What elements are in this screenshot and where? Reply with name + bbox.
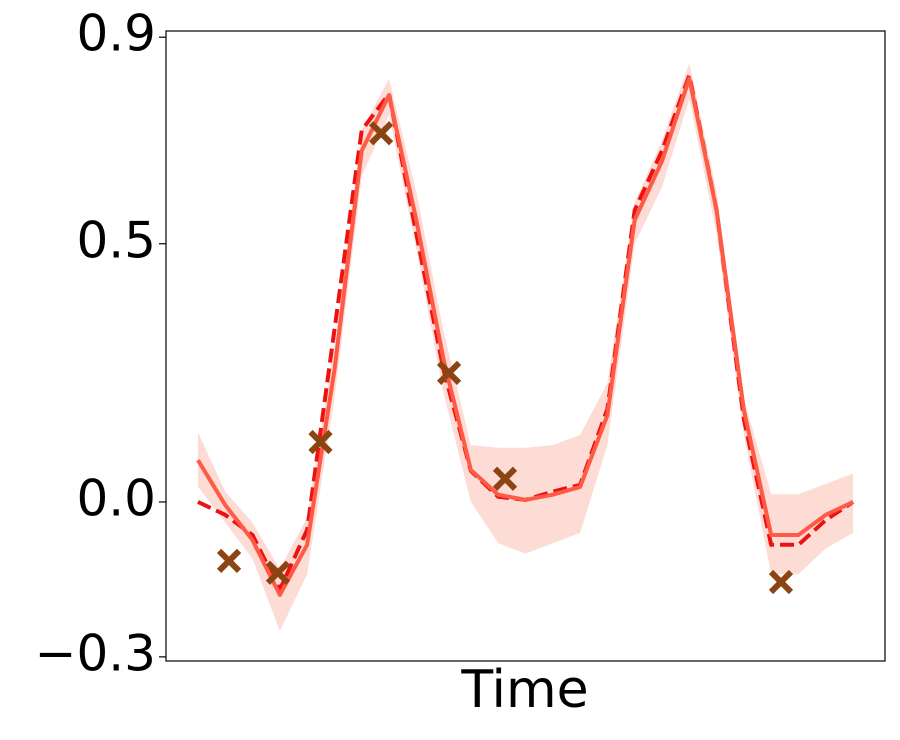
y-tick-label: 0.5 xyxy=(76,211,156,269)
confidence-band xyxy=(197,63,854,632)
observation-marker xyxy=(768,569,794,595)
observation-marker xyxy=(265,560,291,585)
plot-frame xyxy=(165,30,886,662)
solid-line xyxy=(196,76,854,597)
observation-marker xyxy=(368,121,394,146)
observation-marker xyxy=(308,429,333,455)
observation-marker xyxy=(436,360,462,385)
y-tick-label: 0.9 xyxy=(76,5,156,63)
y-tick-label: 0.0 xyxy=(76,469,156,527)
y-tick-label: −0.3 xyxy=(35,624,156,682)
observation-marker xyxy=(492,466,518,491)
observation-marker xyxy=(216,548,242,573)
x-axis-label: Time xyxy=(460,660,588,720)
